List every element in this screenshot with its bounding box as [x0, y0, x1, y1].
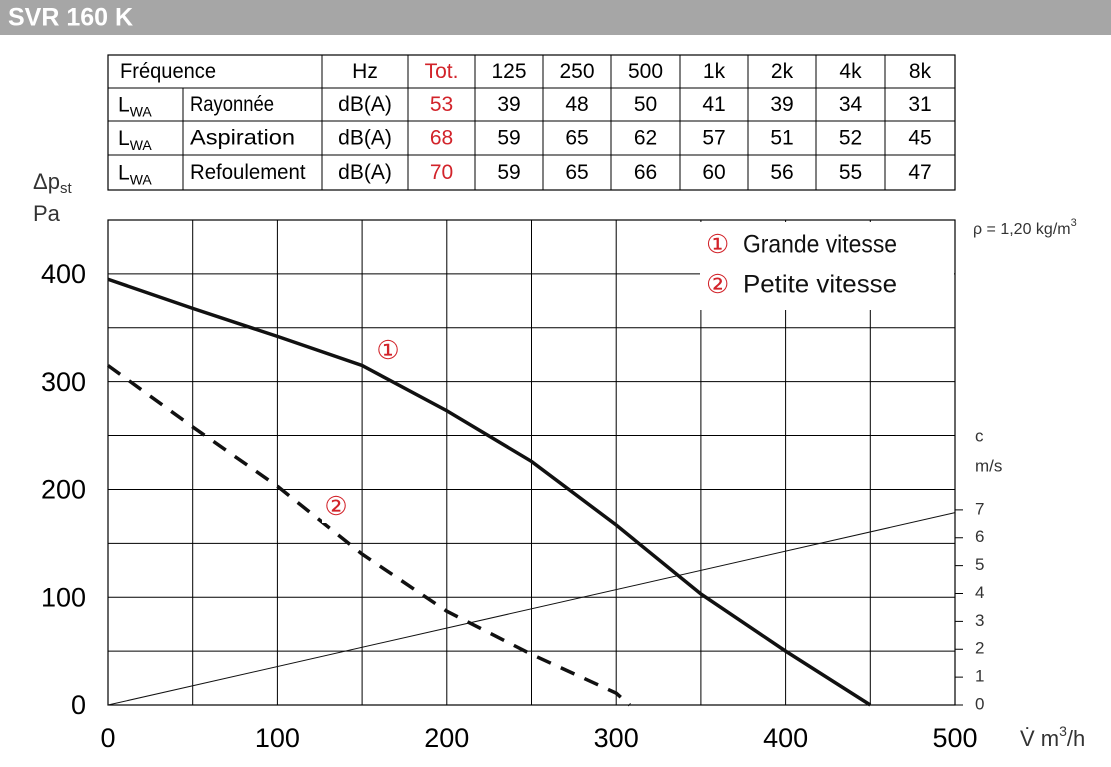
- curve: [107, 277, 872, 707]
- x-label-main: V̇ m: [1020, 726, 1059, 751]
- cell-value: 47: [908, 161, 931, 184]
- marker-bg: [322, 493, 350, 523]
- table-header: 125: [491, 60, 526, 83]
- y2-tick-label: 2: [975, 639, 984, 658]
- cell-value: 45: [908, 127, 931, 150]
- cell-value: 59: [497, 127, 520, 150]
- x-tick-label: 300: [594, 723, 639, 753]
- title: SVR 160 K: [8, 4, 133, 32]
- cell-value: 53: [430, 93, 453, 116]
- x-tick-label: 500: [932, 723, 977, 753]
- density-main: ρ = 1,20 kg/m: [973, 221, 1071, 238]
- y2-tick-label: 5: [975, 555, 984, 574]
- y2-tick-label: 0: [975, 694, 984, 713]
- cell-value: 31: [908, 93, 931, 116]
- cell-value: 70: [430, 161, 453, 184]
- cell-value: 68: [430, 127, 453, 150]
- curve-marker: ①: [376, 335, 399, 365]
- symbol-sub: WA: [130, 103, 153, 119]
- cell-value: 51: [770, 127, 793, 150]
- cell-value: 39: [497, 93, 520, 116]
- row-name: Refoulement: [190, 161, 306, 184]
- y-tick-label: 300: [41, 367, 86, 397]
- symbol-sub: WA: [130, 171, 153, 187]
- cell-value: 34: [839, 93, 863, 116]
- legend-label: Grande vitesse: [743, 231, 897, 259]
- y2-tick-label: 3: [975, 611, 984, 630]
- legend-marker: ①: [706, 229, 729, 259]
- y2-axis-label: c: [975, 426, 984, 445]
- cell-value: 62: [634, 127, 657, 150]
- cell-value: 39: [770, 93, 793, 116]
- plot-border: [107, 219, 956, 706]
- y-tick-label: 100: [41, 582, 86, 612]
- table-header: 2k: [771, 60, 794, 83]
- legend-box: [700, 222, 954, 310]
- cell-value: 52: [839, 127, 862, 150]
- x-label-end: /h: [1067, 726, 1085, 751]
- table-header: 250: [559, 60, 594, 83]
- y2-axis-unit: m/s: [975, 456, 1002, 475]
- x-tick-label: 0: [100, 723, 115, 753]
- y-label-main: Δp: [33, 169, 60, 194]
- cell-value: 57: [702, 127, 725, 150]
- density-sup: 3: [1071, 217, 1077, 229]
- row-unit: dB(A): [338, 161, 392, 184]
- x-label-sup: 3: [1059, 723, 1067, 739]
- legend-label: Petite vitesse: [743, 271, 897, 299]
- x-tick-label: 100: [255, 723, 300, 753]
- cell-value: 65: [565, 161, 588, 184]
- table-header: Hz: [352, 60, 378, 83]
- velocity-line: [107, 512, 956, 706]
- table-header: 8k: [909, 60, 932, 83]
- table-border: [107, 54, 956, 191]
- row-symbol: LWA: [118, 127, 152, 153]
- cell-value: 41: [702, 93, 725, 116]
- cell-value: 56: [770, 161, 793, 184]
- row-symbol: LWA: [118, 93, 152, 119]
- y-label-sub: st: [60, 180, 73, 197]
- y-axis-label: Δpst: [33, 169, 72, 197]
- y2-tick-label: 1: [975, 667, 984, 686]
- cell-value: 59: [497, 161, 520, 184]
- legend-marker: ②: [706, 269, 729, 299]
- y-axis-unit: Pa: [33, 201, 61, 226]
- row-name: Rayonnée: [190, 93, 274, 116]
- table-header: 1k: [703, 60, 726, 83]
- symbol-sub: WA: [130, 137, 153, 153]
- y-tick-label: 200: [41, 475, 86, 505]
- y-tick-label: 400: [41, 259, 86, 289]
- y2-tick-label: 4: [975, 583, 984, 602]
- cell-value: 60: [702, 161, 725, 184]
- table-header: Tot.: [425, 60, 459, 83]
- row-unit: dB(A): [338, 127, 392, 150]
- x-tick-label: 400: [763, 723, 808, 753]
- cell-value: 50: [634, 93, 657, 116]
- cell-value: 66: [634, 161, 657, 184]
- symbol-main: L: [118, 127, 130, 150]
- row-unit: dB(A): [338, 93, 392, 116]
- y2-tick-label: 7: [975, 499, 984, 518]
- cell-value: 65: [565, 127, 588, 150]
- table-header: 4k: [839, 60, 862, 83]
- header-bar: [0, 0, 1111, 35]
- density-note: ρ = 1,20 kg/m3: [973, 217, 1077, 238]
- x-axis-label: V̇ m3/h: [1020, 723, 1085, 751]
- symbol-main: L: [118, 93, 130, 116]
- row-name: Aspiration: [190, 127, 295, 150]
- cell-value: 55: [839, 161, 862, 184]
- cell-value: 48: [565, 93, 588, 116]
- y-tick-label: 0: [71, 690, 86, 720]
- curve: [106, 364, 631, 707]
- row-symbol: LWA: [118, 161, 152, 187]
- table-header: 500: [628, 60, 663, 83]
- symbol-main: L: [118, 161, 130, 184]
- marker-bg: [374, 337, 402, 367]
- x-tick-label: 200: [424, 723, 469, 753]
- table-header: Fréquence: [120, 60, 216, 83]
- y2-tick-label: 6: [975, 527, 984, 546]
- curve-marker: ②: [324, 491, 347, 521]
